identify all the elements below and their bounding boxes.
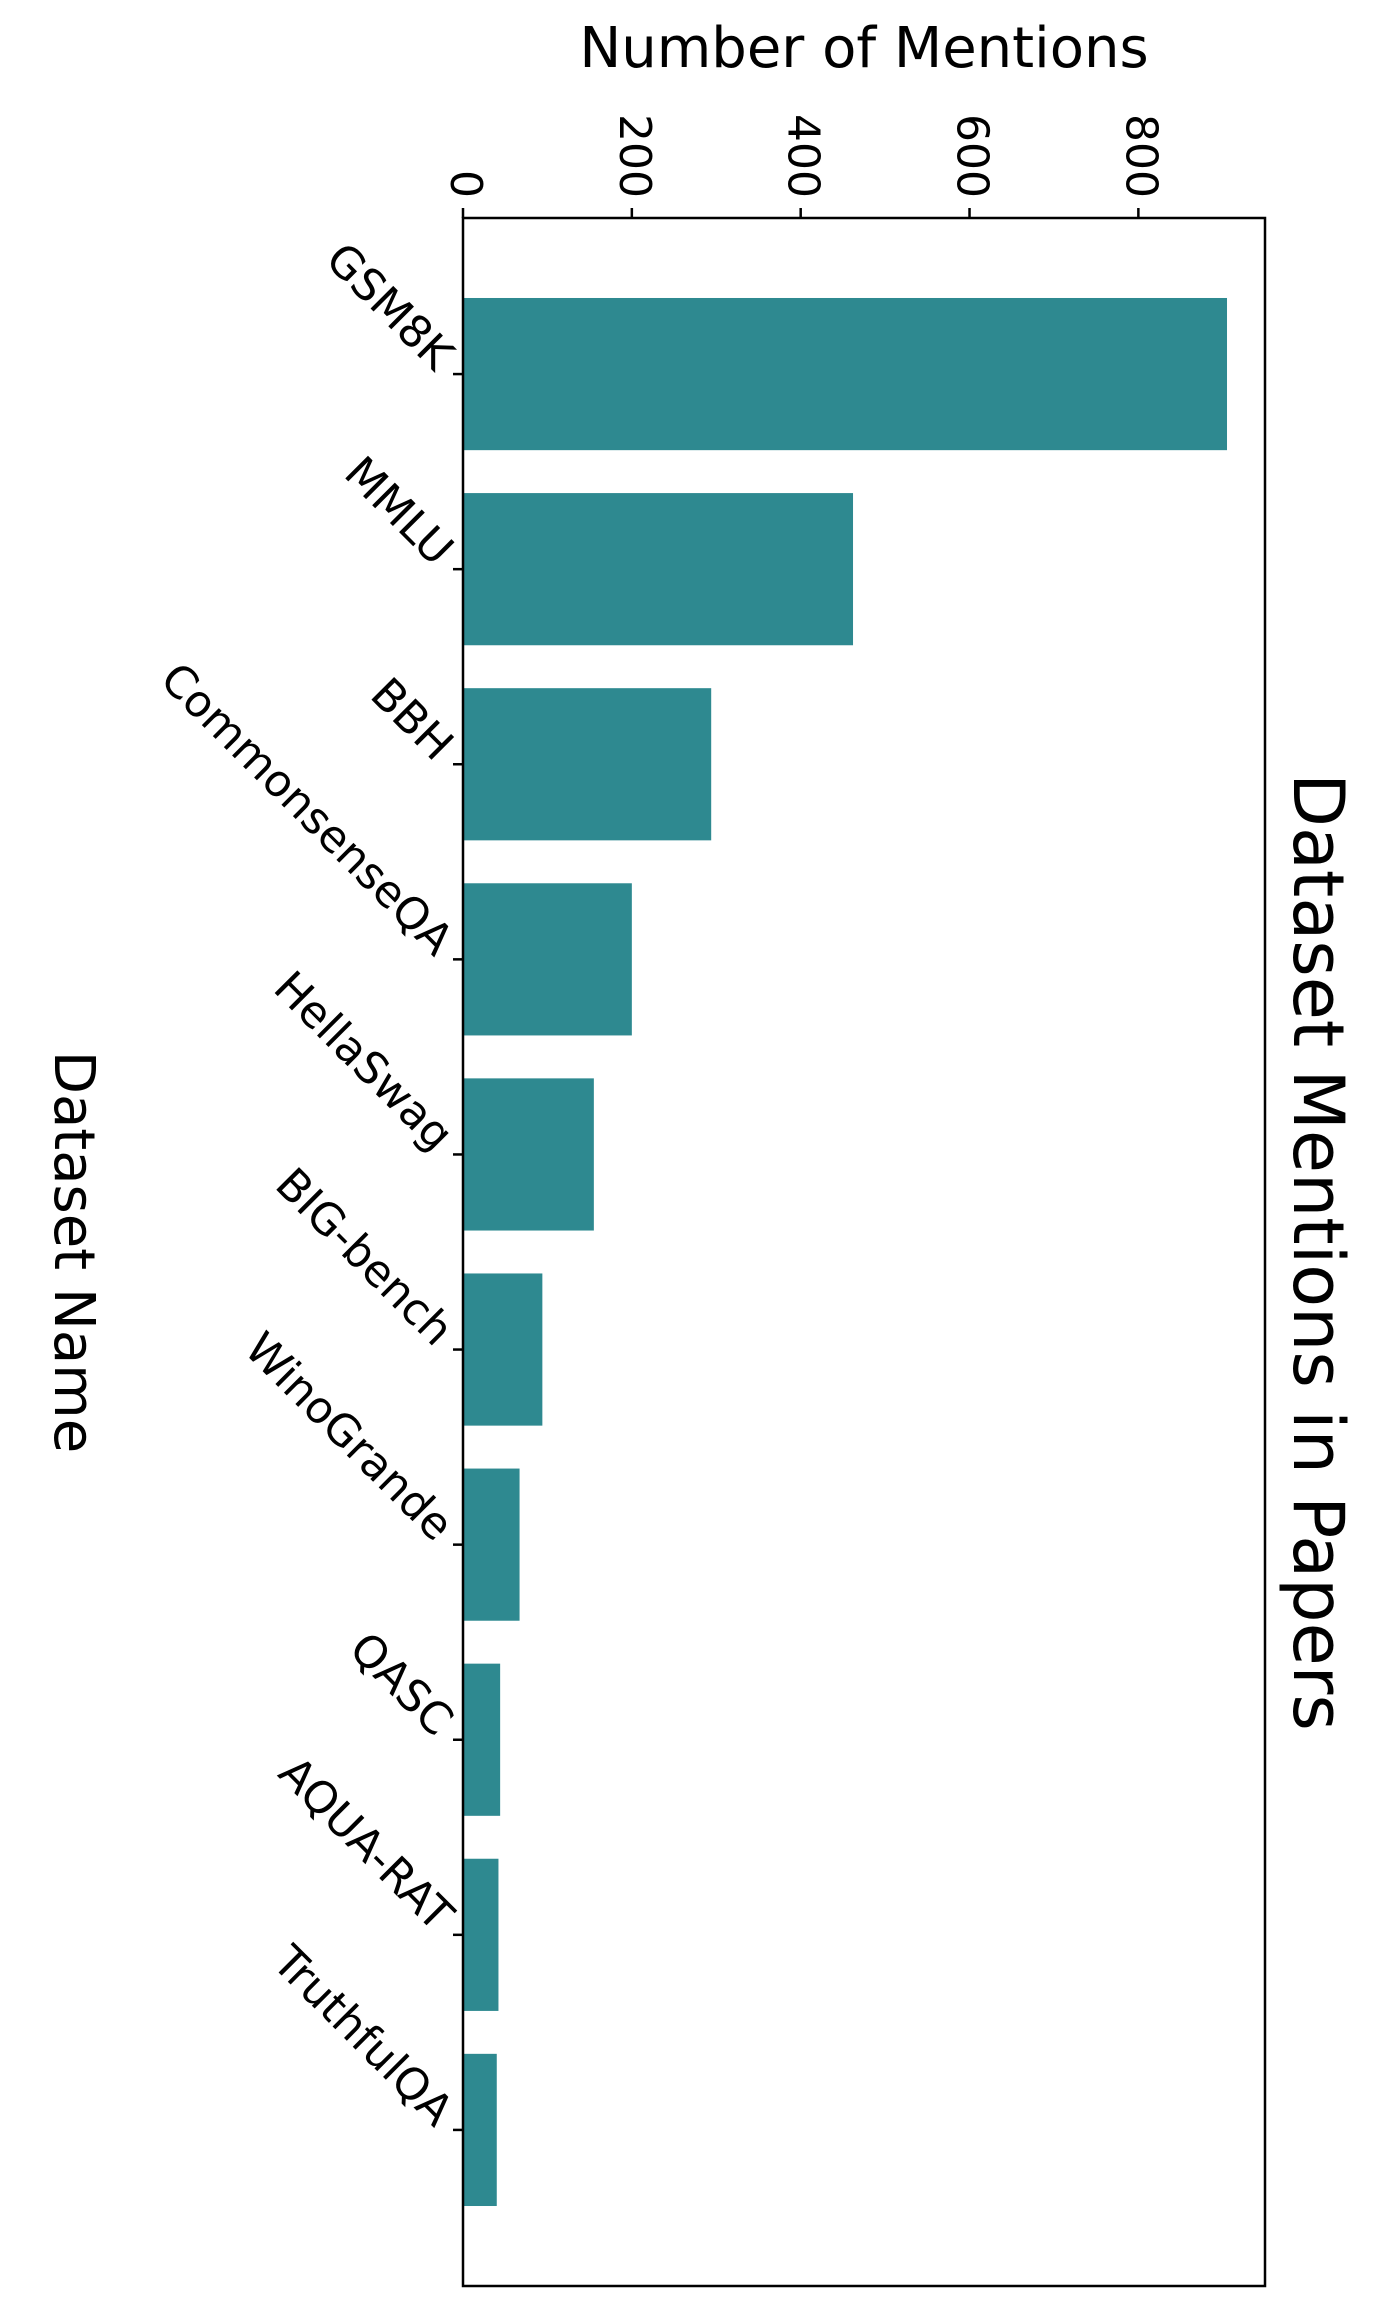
bar-gsm8k	[463, 297, 1228, 451]
x-axis-label: Dataset Name	[41, 1051, 106, 1453]
bar-big-bench	[463, 1273, 543, 1426]
category-label: BIG-bench	[265, 1158, 462, 1355]
value-tick-label: 200	[609, 114, 660, 198]
category-label: WinoGrande	[235, 1323, 463, 1551]
bar-commonsenseqa	[463, 883, 632, 1036]
bar-aqua-rat	[463, 1858, 499, 2011]
category-label: BBH	[361, 668, 463, 770]
value-tick-label: 0	[440, 170, 491, 198]
bars	[463, 297, 1228, 2207]
bar-hellaswag	[463, 1078, 594, 1231]
chart-title: Dataset Mentions in Papers	[1277, 773, 1359, 1731]
category-label: TruthfulQA	[262, 1935, 463, 2136]
category-label: HellaSwag	[264, 962, 463, 1161]
value-tick-label: 800	[1115, 114, 1166, 198]
bar-mmlu	[463, 493, 854, 646]
bar-qasc	[463, 1663, 501, 1816]
category-label: GSM8K	[316, 233, 464, 381]
y-axis-label: Number of Mentions	[579, 16, 1148, 81]
bar-winogrande	[463, 1468, 520, 1621]
plot-frame	[461, 216, 1267, 2288]
bar-bbh	[463, 688, 712, 841]
category-label: QASC	[339, 1623, 462, 1746]
value-tick-label: 400	[778, 114, 829, 198]
category-label: MMLU	[334, 447, 462, 575]
bar-truthfulqa	[463, 2053, 497, 2207]
value-tick-label: 600	[947, 114, 998, 198]
category-label: AQUA-RAT	[269, 1747, 463, 1941]
